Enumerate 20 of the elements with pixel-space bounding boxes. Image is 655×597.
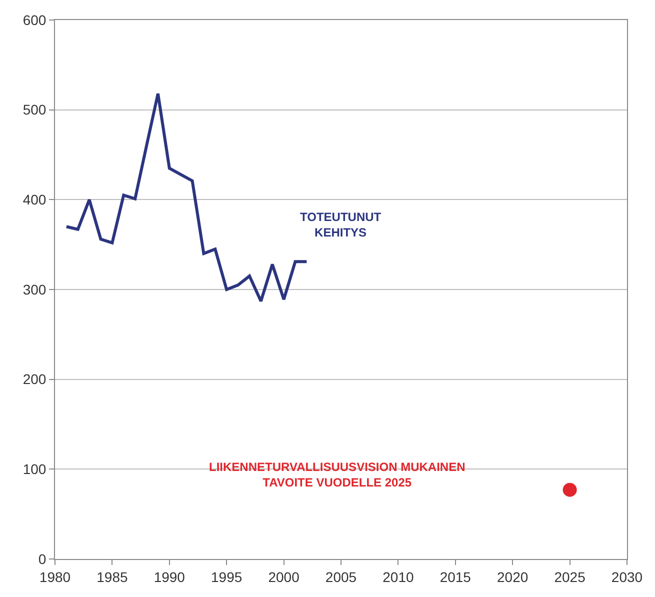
x-tick-label: 1980: [39, 568, 71, 585]
x-tick-label: 1995: [211, 568, 242, 585]
annotation: LIIKENNETURVALLISUUSVISION MUKAINEN TAVOITE VUODELLE 2025: [209, 460, 466, 490]
x-tick-label: 2020: [497, 568, 528, 585]
y-tick-label: 400: [22, 192, 46, 208]
y-tick-label: 600: [22, 12, 46, 28]
x-tick-label: 2000: [268, 568, 300, 585]
x-tick-label: 2025: [554, 568, 586, 585]
x-tick-label: 2030: [611, 568, 643, 585]
x-tick-label: 2005: [325, 568, 357, 585]
y-tick-label: 0: [38, 550, 46, 567]
annotation: TOTEUTUNUT KEHITYS: [300, 210, 382, 240]
y-tick-label: 300: [22, 281, 46, 298]
y-tick-label: 500: [22, 102, 46, 118]
y-tick-label: 200: [22, 371, 46, 388]
x-tick-label: 2010: [382, 568, 414, 585]
x-tick-label: 1985: [96, 568, 128, 585]
x-tick-label: 2015: [440, 568, 472, 585]
x-tick-label: 1990: [154, 568, 186, 585]
y-tick-label: 100: [22, 461, 46, 478]
